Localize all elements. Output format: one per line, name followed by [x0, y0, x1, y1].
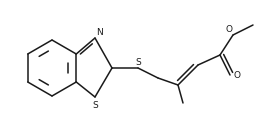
- Text: O: O: [225, 25, 232, 34]
- Text: S: S: [135, 58, 141, 67]
- Text: O: O: [233, 71, 240, 79]
- Text: S: S: [92, 101, 98, 110]
- Text: N: N: [96, 28, 103, 37]
